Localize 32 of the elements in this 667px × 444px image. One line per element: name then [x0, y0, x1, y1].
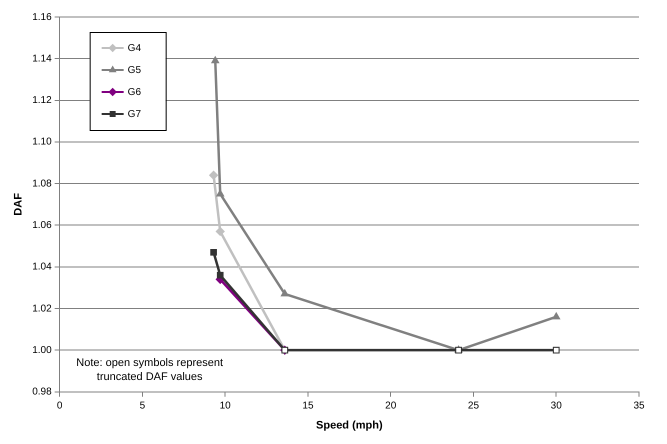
legend-label: G7 [128, 108, 142, 120]
y-tick-label: 1.14 [32, 53, 52, 64]
x-axis-title: Speed (mph) [316, 419, 383, 432]
point [211, 56, 220, 64]
x-tick-label: 15 [302, 400, 314, 412]
y-tick-label: 1.04 [32, 262, 52, 273]
legend-label: G6 [128, 86, 142, 98]
x-tick-label: 10 [220, 400, 232, 412]
y-axis-title: DAF [12, 192, 25, 216]
legend-label: G5 [128, 64, 142, 76]
x-tick-label: 25 [468, 400, 480, 412]
point [552, 312, 560, 320]
y-tick-label: 1.02 [32, 303, 52, 314]
x-tick-label: 0 [56, 400, 63, 412]
point [216, 272, 224, 279]
point [280, 289, 289, 296]
y-tick-label: 0.98 [32, 386, 52, 398]
x-tick-label: 20 [385, 400, 397, 412]
x-tick-label: 30 [550, 400, 562, 412]
point [209, 170, 218, 180]
x-tick-label: 35 [633, 400, 645, 412]
y-tick-label: 1.08 [32, 178, 52, 190]
y-tick-label: 1.06 [32, 220, 52, 231]
point [216, 226, 225, 236]
x-tick-label: 5 [140, 400, 146, 412]
y-tick-label: 1.00 [32, 344, 52, 356]
point [210, 248, 217, 256]
y-tick-label: 1.10 [32, 136, 52, 148]
y-tick-label: 1.12 [32, 95, 52, 106]
legend-label: G4 [128, 42, 142, 54]
annotation: Note: open symbols represent truncated DAF values [76, 356, 224, 383]
y-tick-label: 1.16 [32, 12, 52, 23]
